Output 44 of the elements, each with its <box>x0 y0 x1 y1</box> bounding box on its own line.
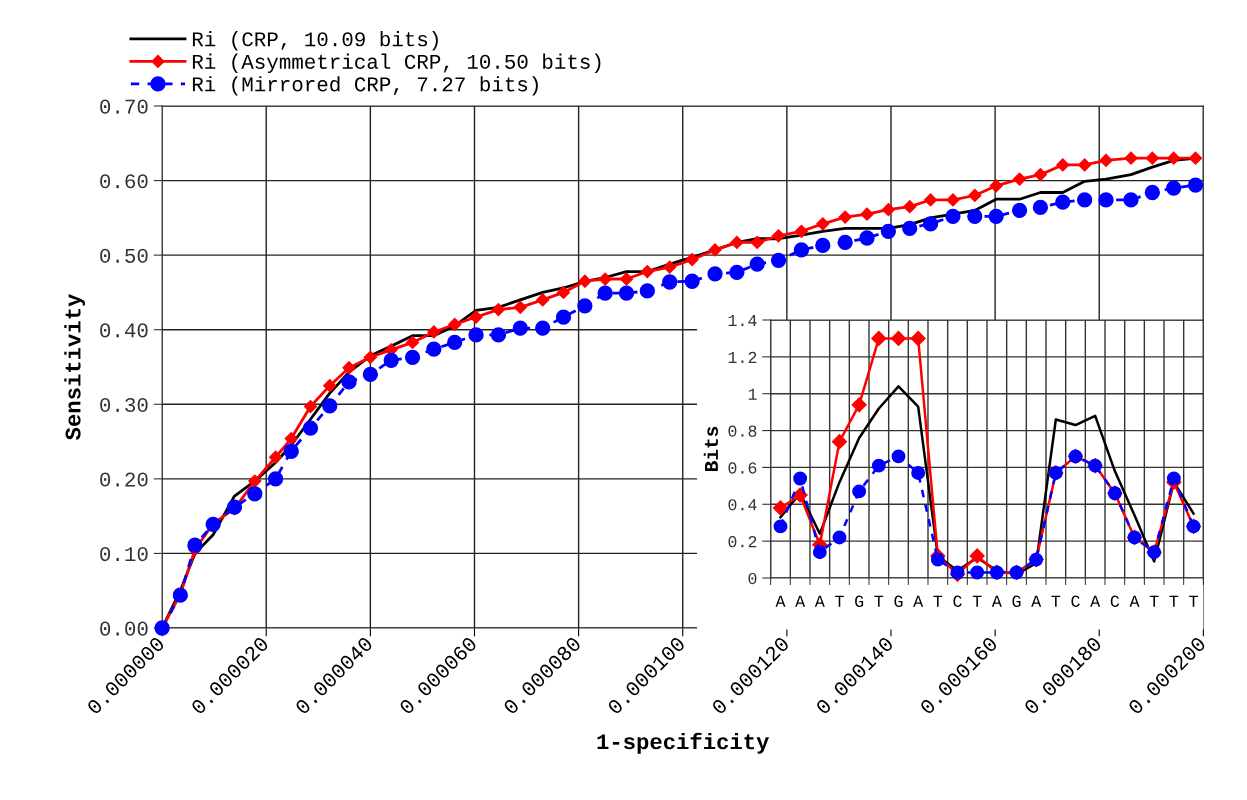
legend-label: Ri (Asymmetrical CRP, 10.50 bits) <box>192 53 601 74</box>
y-tick-label: 1 <box>748 388 757 400</box>
y-tick-label: 0.40 <box>100 323 148 338</box>
x-tick-label: T <box>835 595 844 607</box>
x-tick-label: C <box>1071 595 1080 607</box>
x-tick-label: T <box>1051 595 1061 607</box>
x-tick-label: A <box>1090 595 1101 607</box>
y-axis-title: Bits <box>703 426 719 472</box>
legend-label: Ri (Mirrored CRP, 7.27 bits) <box>192 76 538 96</box>
x-tick-label: A <box>1129 595 1140 607</box>
x-tick-label: T <box>874 595 884 607</box>
x-tick-label: A <box>1031 595 1042 607</box>
x-tick-label: C <box>1110 595 1120 607</box>
x-tick-label: C <box>953 595 962 607</box>
y-tick-label: 0.20 <box>100 472 148 487</box>
y-tick-label: 1.2 <box>728 351 757 363</box>
x-tick-label: T <box>972 595 982 607</box>
y-tick-label: 0.30 <box>100 397 148 413</box>
y-tick-label: 1.4 <box>728 315 757 327</box>
x-tick-label: A <box>991 595 1002 607</box>
x-tick-label: A <box>913 595 924 607</box>
y-tick-label: 0.2 <box>728 536 757 548</box>
y-tick-label: 0.6 <box>728 462 757 474</box>
x-axis-title: 1-specificity <box>597 732 769 754</box>
y-tick-label: 0.4 <box>728 499 757 511</box>
x-tick-label: A <box>795 595 806 607</box>
x-tick-label: G <box>855 595 864 607</box>
x-tick-label: T <box>933 595 943 607</box>
y-tick-label: 0.50 <box>100 248 148 263</box>
x-tick-label: T <box>1189 595 1198 607</box>
y-tick-label: 0.60 <box>100 174 148 189</box>
y-tick-label: 0.8 <box>728 425 757 437</box>
y-tick-label: 0.00 <box>100 621 148 636</box>
x-tick-label: T <box>1149 595 1159 607</box>
x-tick-label: G <box>1012 595 1021 607</box>
y-tick-label: 0.70 <box>100 99 148 114</box>
legend-label: Ri (CRP, 10.09 bits) <box>192 31 438 51</box>
y-axis-title: Sensitivity <box>64 294 86 440</box>
y-tick-label: 0.10 <box>100 547 148 562</box>
x-tick-label: A <box>814 595 825 607</box>
x-tick-label: G <box>894 595 903 607</box>
x-tick-label: T <box>1169 595 1179 607</box>
x-tick-label: A <box>775 595 786 607</box>
y-tick-label: 0 <box>748 572 757 585</box>
